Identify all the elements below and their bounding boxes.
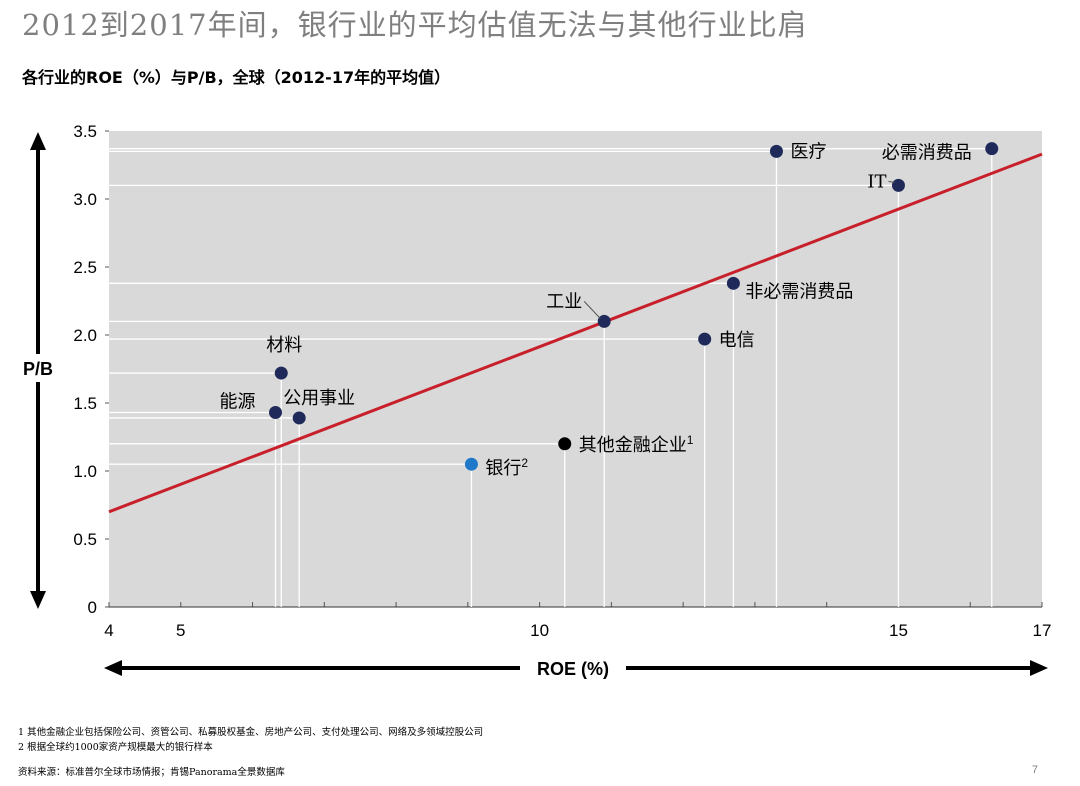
x-tick-label: 17	[1033, 621, 1052, 640]
data-label: 必需消费品	[882, 143, 972, 164]
y-tick-label: 1.0	[73, 462, 97, 481]
footnote-2: 2 根据全球约1000家资产规模最大的银行样本	[18, 742, 213, 753]
data-point	[558, 437, 572, 451]
y-axis-arrow-head-up	[30, 132, 46, 150]
y-tick-label: 3.0	[73, 190, 97, 209]
data-point	[985, 142, 999, 156]
page-title: 2012到2017年间，银行业的平均估值无法与其他行业比肩	[22, 8, 808, 42]
y-tick-label: 2.5	[73, 258, 97, 277]
x-tick-label: 5	[176, 621, 185, 640]
x-axis-label-bg	[520, 654, 626, 682]
data-label: 能源	[220, 392, 256, 413]
data-point	[891, 178, 905, 192]
data-point	[464, 457, 478, 471]
data-point	[597, 314, 611, 328]
regression-line	[108, 152, 1043, 514]
data-label: 工业	[546, 291, 582, 312]
data-point	[292, 411, 306, 425]
data-label: 公用事业	[283, 388, 355, 409]
footnote-marker: 1	[687, 433, 694, 447]
data-label: 其他金融企业1	[579, 433, 694, 456]
label-leader-line	[888, 180, 895, 183]
label-leader-line	[583, 301, 601, 319]
y-tick-label: 2.0	[73, 326, 97, 345]
data-label: 医疗	[790, 141, 826, 162]
footnote-marker: 2	[521, 456, 528, 470]
data-label: 材料	[266, 335, 302, 356]
y-tick-label: 3.5	[73, 122, 97, 141]
data-point	[769, 144, 783, 158]
y-axis-label-bg	[14, 354, 62, 382]
data-point	[269, 406, 283, 420]
data-label: 电信	[719, 330, 755, 351]
data-label: 非必需消费品	[745, 281, 853, 302]
data-point	[274, 366, 288, 380]
y-tick-label: 0.5	[73, 530, 97, 549]
x-axis-arrow-head-right	[1030, 660, 1048, 676]
x-axis-arrow-head-left	[104, 660, 122, 676]
y-axis-label: P/B	[23, 359, 53, 379]
y-tick-label: 1.5	[73, 394, 97, 413]
plot-area	[109, 131, 1042, 607]
x-axis-label: ROE (%)	[537, 659, 609, 679]
y-tick-label: 0	[88, 598, 97, 617]
data-label: IT	[867, 171, 886, 192]
y-axis-arrow-head-down	[30, 591, 46, 609]
x-tick-label: 10	[530, 621, 549, 640]
chart-subtitle: 各行业的ROE（%）与P/B，全球（2012-17年的平均值）	[22, 68, 451, 87]
x-tick-label: 15	[889, 621, 908, 640]
source-note: 资料来源：标准普尔全球市场情报；肯锡Panorama全景数据库	[18, 767, 285, 778]
data-label: 银行2	[485, 456, 528, 479]
roe-pb-scatter-chart: 4 5 10 15 17 0 0.5 1.0 1.5 2.0 2.5 3.0 3.5 医疗 必需消费品 IT 非…	[14, 122, 1052, 682]
page-number: 7	[1031, 764, 1038, 776]
data-point	[698, 332, 712, 346]
x-tick-label: 4	[104, 621, 113, 640]
footnote-1: 1 其他金融企业包括保险公司、资管公司、私募股权基金、房地产公司、支付处理公司、…	[18, 727, 484, 738]
data-point	[726, 276, 740, 290]
